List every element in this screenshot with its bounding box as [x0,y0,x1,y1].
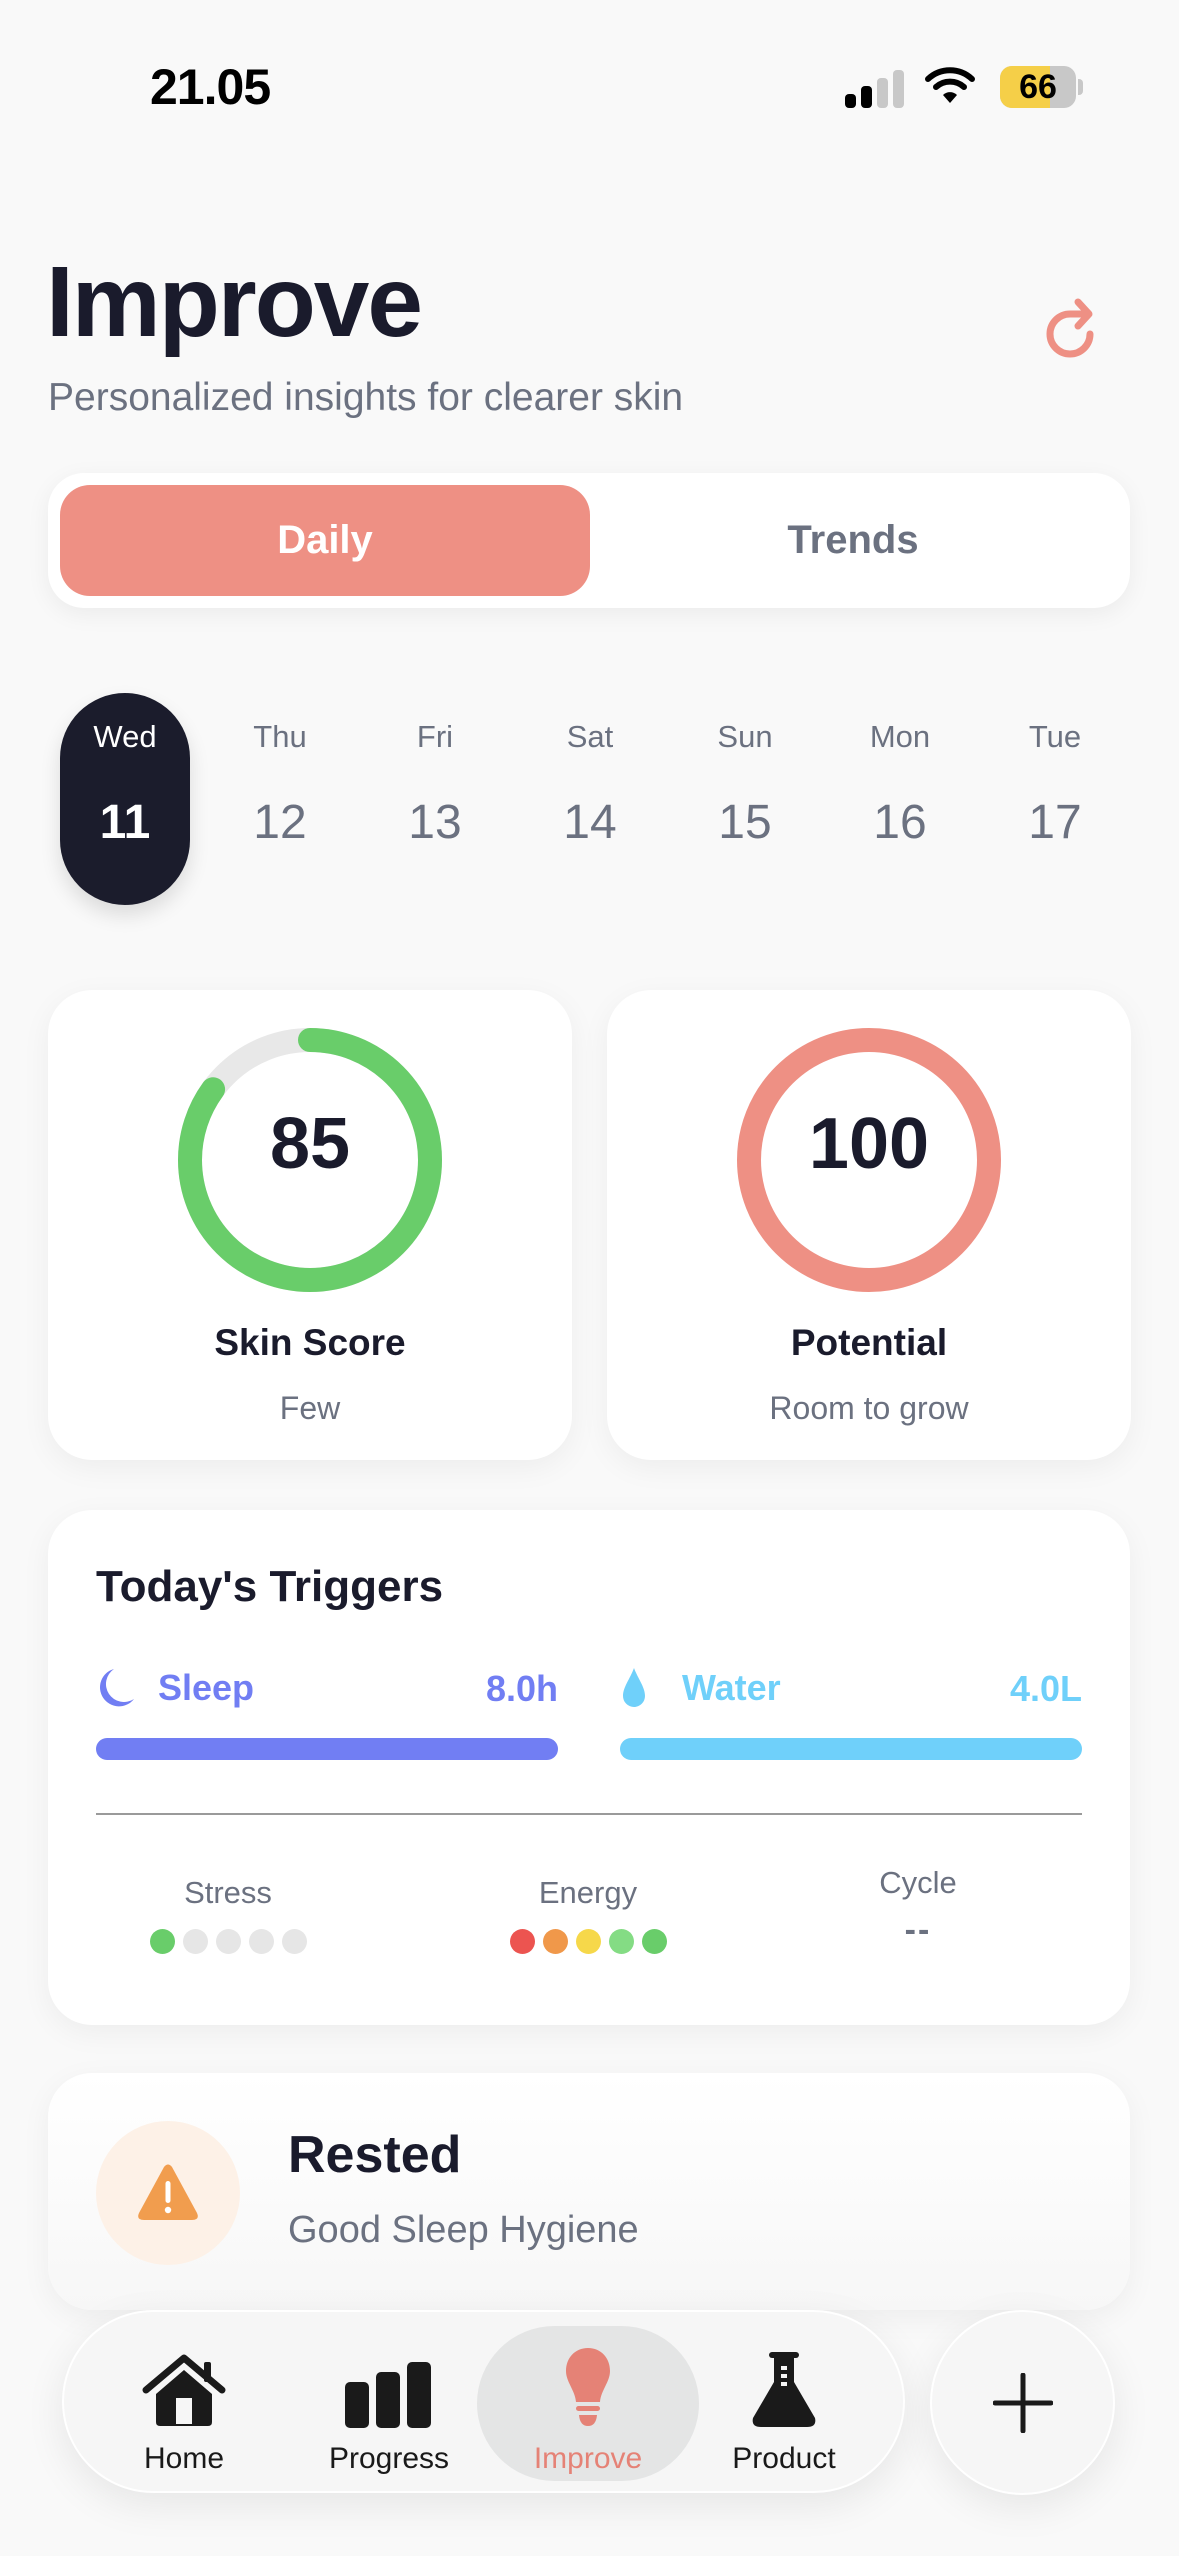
nav-progress[interactable]: Progress [304,2326,474,2481]
triggers-card: Today's Triggers Sleep 8.0h Water 4.0L S… [48,1510,1130,2025]
wifi-icon [925,67,975,103]
water-value: 4.0L [1009,1668,1082,1709]
bar-chart-icon [345,2362,431,2428]
battery-percent: 66 [1019,67,1057,106]
tab-trends[interactable]: Trends [787,518,919,562]
level-dot [542,1929,568,1954]
tab-daily[interactable]: Daily [60,485,590,596]
cycle-factor[interactable]: Cycle -- [768,1865,1068,1950]
skin-score-ring [178,1028,442,1292]
day-number: 17 [1028,796,1082,849]
day-number: 13 [408,796,462,849]
date-sun-15[interactable]: Sun 15 [680,693,810,905]
add-entry-button[interactable] [930,2310,1115,2495]
potential-label: Potential [790,1322,948,1363]
nav-product-label: Product [732,2442,836,2475]
water-drop-icon [623,1668,645,1707]
level-dot [509,1929,535,1954]
day-name: Tue [1028,719,1082,754]
water-metric[interactable]: Water 4.0L [620,1660,1082,1760]
triggers-divider [96,1813,1082,1815]
energy-level-dots [438,1929,738,1954]
status-time: 21.05 [150,59,271,115]
level-dot [608,1929,634,1954]
sleep-value: 8.0h [485,1668,558,1709]
nav-progress-label: Progress [328,2442,450,2475]
day-number: 11 [99,796,151,849]
triggers-title: Today's Triggers [96,1562,444,1611]
day-name: Sat [566,719,614,754]
nav-home-label: Home [143,2442,225,2475]
level-dot [215,1929,241,1954]
view-segmented-control: Daily Trends [48,473,1130,608]
skin-score-sublabel: Few [279,1390,341,1426]
day-number: 15 [718,796,772,849]
level-dot [248,1929,274,1954]
cycle-value: -- [904,1911,932,1949]
insight-icon-badge [96,2121,240,2265]
day-name: Mon [869,719,931,754]
date-fri-13[interactable]: Fri 13 [370,693,500,905]
date-tue-17[interactable]: Tue 17 [990,693,1120,905]
potential-value: 100 [808,1104,930,1184]
water-label: Water [682,1667,781,1708]
insight-title: Rested [288,2126,462,2184]
lightbulb-icon [566,2348,610,2426]
potential-ring [737,1028,1001,1292]
day-name: Wed [93,719,157,754]
day-name: Thu [253,719,307,754]
flask-icon [752,2352,816,2427]
day-name: Sun [717,719,773,754]
stress-level-dots [78,1929,378,1954]
date-wed-11[interactable]: Wed 11 [60,693,190,905]
date-mon-16[interactable]: Mon 16 [835,693,965,905]
sleep-metric[interactable]: Sleep 8.0h [96,1660,558,1760]
day-number: 12 [253,796,307,849]
cellular-signal-icon [845,70,905,108]
stress-label: Stress [184,1875,272,1910]
refresh-icon[interactable] [1040,296,1106,366]
skin-score-label: Skin Score [214,1322,406,1363]
insight-subtitle: Good Sleep Hygiene [288,2209,639,2251]
date-thu-12[interactable]: Thu 12 [215,693,345,905]
tab-bar: Home Progress Improve [62,2310,905,2493]
potential-sublabel: Room to grow [769,1390,969,1426]
moon-icon [100,1669,134,1707]
energy-label: Energy [538,1875,638,1910]
page-subtitle: Personalized insights for clearer skin [48,376,684,419]
level-dot [149,1929,175,1954]
water-progress-bar [620,1738,1082,1760]
skin-score-value: 85 [269,1104,351,1184]
nav-improve[interactable]: Improve [477,2326,699,2481]
nav-home[interactable]: Home [109,2326,259,2481]
level-dot [281,1929,307,1954]
warning-icon [138,2164,198,2220]
level-dot [182,1929,208,1954]
date-sat-14[interactable]: Sat 14 [525,693,655,905]
energy-factor[interactable]: Energy [438,1875,738,1954]
level-dot [575,1929,601,1954]
sleep-progress-bar [96,1738,558,1760]
stress-factor[interactable]: Stress [78,1875,378,1954]
level-dot [641,1929,667,1954]
nav-improve-label: Improve [533,2442,643,2475]
home-icon [142,2354,226,2426]
nav-product[interactable]: Product [704,2326,864,2481]
battery-icon: 66 [1000,66,1076,108]
date-strip: Wed 11 Thu 12 Fri 13 Sat 14 Sun 15 Mon 1… [48,693,1130,905]
day-number: 14 [563,796,617,849]
cycle-label: Cycle [879,1865,957,1900]
potential-card[interactable]: 100 Potential Room to grow [607,990,1131,1460]
insight-card[interactable]: Rested Good Sleep Hygiene [48,2073,1130,2310]
skin-score-card[interactable]: 85 Skin Score Few [48,990,572,1460]
day-name: Fri [416,719,454,754]
battery-tip [1078,79,1083,95]
sleep-label: Sleep [158,1667,255,1708]
day-number: 16 [873,796,927,849]
plus-icon [992,2372,1053,2433]
page-title: Improve [46,246,423,358]
